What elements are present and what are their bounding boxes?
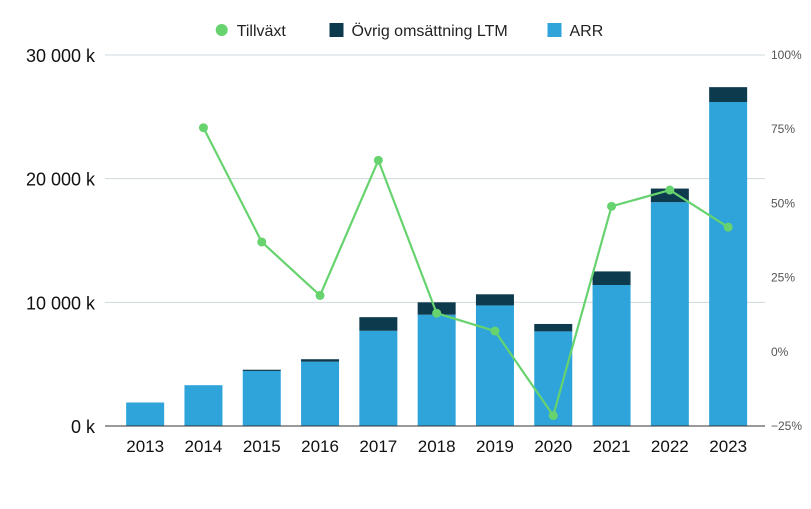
y-right-tick-label: −25% xyxy=(771,419,802,433)
bar-arr xyxy=(709,101,748,426)
legend-label: ARR xyxy=(570,23,604,40)
growth-point xyxy=(257,237,267,247)
bar-arr xyxy=(126,402,165,426)
growth-point xyxy=(723,222,733,232)
growth-point xyxy=(665,185,675,195)
bar-other-revenue xyxy=(475,294,514,306)
bar-arr xyxy=(417,314,456,426)
bar-other-revenue xyxy=(359,317,398,331)
x-tick-label: 2014 xyxy=(185,437,223,456)
y-left-tick-label: 10 000 k xyxy=(26,293,96,313)
legend-label: Övrig omsättning LTM xyxy=(352,22,508,40)
y-left-tick-label: 20 000 k xyxy=(26,170,96,190)
x-tick-label: 2022 xyxy=(651,437,689,456)
bar-arr xyxy=(301,361,340,426)
growth-point xyxy=(490,326,500,336)
bar-other-revenue xyxy=(534,323,573,332)
bar-other-revenue xyxy=(592,271,631,286)
growth-point xyxy=(198,123,208,133)
bar-arr xyxy=(650,202,689,426)
bar-other-revenue xyxy=(242,369,281,371)
bar-arr xyxy=(534,331,573,426)
x-tick-label: 2023 xyxy=(709,437,747,456)
growth-point xyxy=(315,290,325,300)
legend-marker-circle xyxy=(215,24,228,36)
bar-arr xyxy=(475,305,514,426)
growth-point xyxy=(548,411,558,421)
y-left-tick-label: 0 k xyxy=(71,417,96,437)
y-right-tick-label: 25% xyxy=(771,271,795,285)
growth-point xyxy=(607,201,617,211)
bar-other-revenue xyxy=(301,359,340,362)
bar-arr xyxy=(242,370,281,426)
x-tick-label: 2017 xyxy=(359,437,397,456)
growth-point xyxy=(432,308,442,318)
x-tick-label: 2013 xyxy=(126,437,164,456)
y-left-tick-label: 30 000 k xyxy=(26,46,96,66)
y-right-tick-label: 50% xyxy=(771,196,795,210)
bar-other-revenue xyxy=(709,87,748,102)
legend-marker-square xyxy=(329,23,344,37)
bar-arr xyxy=(359,330,398,426)
growth-point xyxy=(373,155,383,165)
x-tick-label: 2020 xyxy=(534,437,572,456)
x-tick-label: 2019 xyxy=(476,437,514,456)
y-right-tick-label: 100% xyxy=(771,48,802,62)
bar-arr xyxy=(184,385,223,426)
x-tick-label: 2015 xyxy=(243,437,281,456)
bar-arr xyxy=(592,285,631,426)
legend-marker-square xyxy=(547,23,562,37)
bar-other-revenue xyxy=(417,302,456,315)
y-right-tick-label: 75% xyxy=(771,122,795,136)
x-tick-label: 2016 xyxy=(301,437,339,456)
legend-label: Tillväxt xyxy=(237,23,287,40)
x-tick-label: 2018 xyxy=(418,437,456,456)
y-right-tick-label: 0% xyxy=(771,345,789,359)
growth-line xyxy=(202,127,729,417)
x-tick-label: 2021 xyxy=(593,437,631,456)
